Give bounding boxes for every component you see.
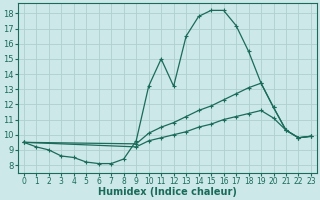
X-axis label: Humidex (Indice chaleur): Humidex (Indice chaleur) [98, 187, 237, 197]
